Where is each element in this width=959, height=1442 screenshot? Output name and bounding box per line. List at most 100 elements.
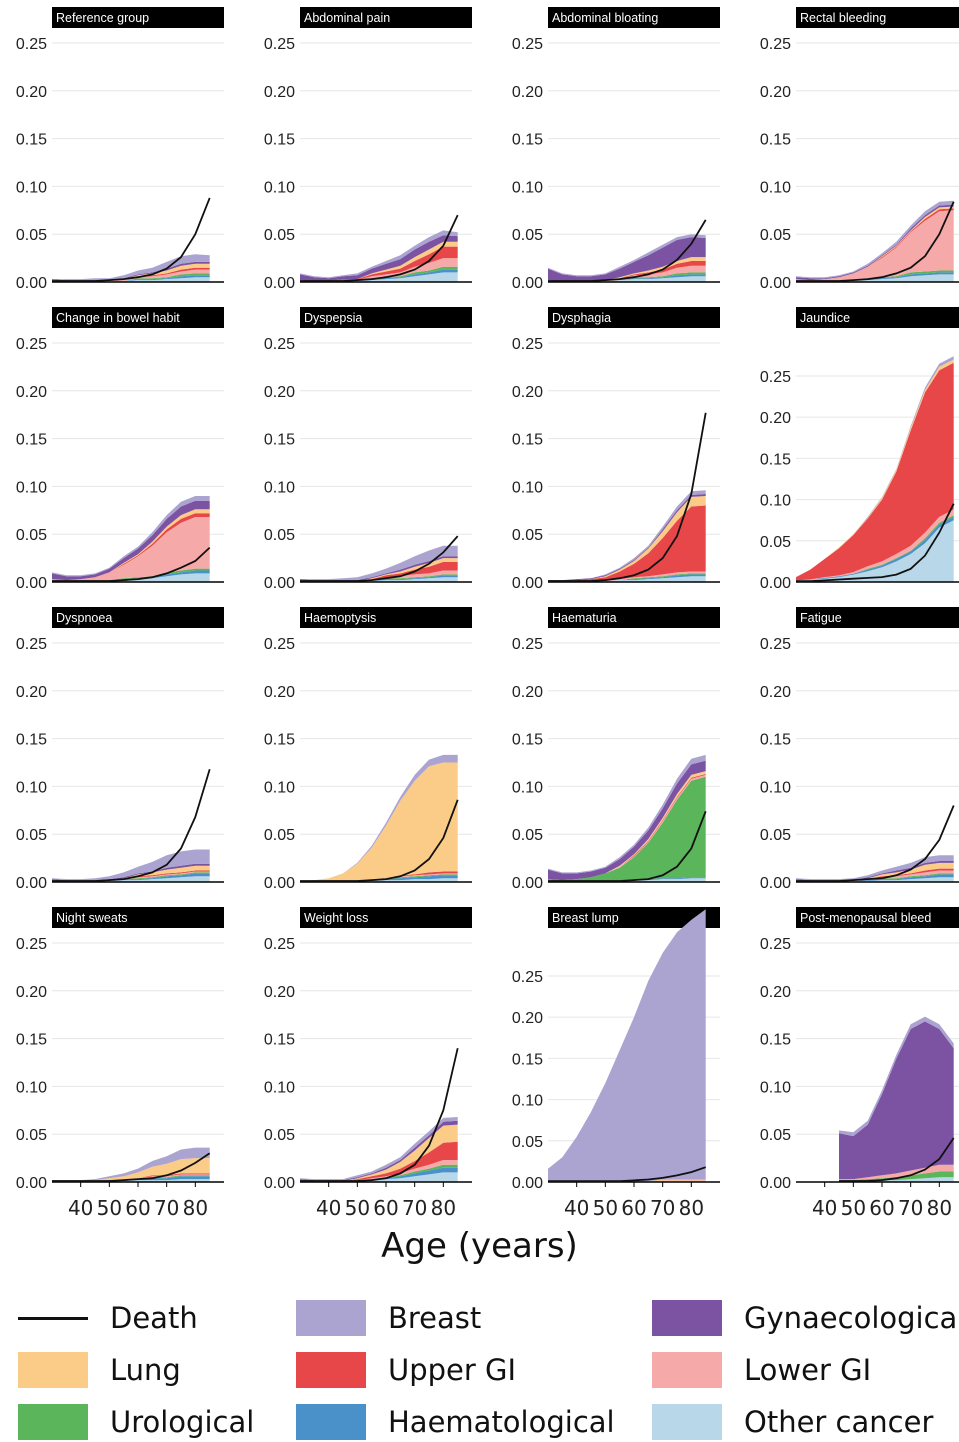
y-tick-label: 0.20 [512,384,543,401]
death-line [548,810,707,882]
y-tick-label: 0.05 [16,527,47,544]
panel-header [52,607,224,628]
area-other-cancer [52,573,210,582]
y-tick-label: 0.10 [760,779,791,796]
panel-title: Rectal bleeding [800,11,886,25]
y-tick-label: 0.10 [264,779,295,796]
area-haematological [52,275,210,281]
panel-title: Dyspnoea [56,611,112,625]
y-tick-label: 0.15 [512,432,543,449]
area-other-cancer [548,576,706,582]
y-tick-label: 0.25 [16,36,47,53]
area-breast [52,1147,210,1181]
area-urological [52,1175,210,1181]
legend-item-breast: Breast [296,1298,481,1338]
death-line [796,201,955,282]
y-tick-label: 0.15 [16,1032,47,1049]
panel-title: Dyspepsia [304,311,362,325]
area-lower-gi [796,509,954,581]
y-tick-label: 0.15 [264,1032,295,1049]
area-other-cancer [796,274,954,282]
x-tick-label: 40 [812,1196,837,1220]
x-tick-label: 70 [898,1196,923,1220]
legend-label: Lower GI [744,1353,872,1387]
area-urological [300,874,458,881]
x-tick-label: 50 [345,1196,370,1220]
y-tick-label: 0.25 [264,336,295,353]
panel-header [548,907,720,928]
y-tick-label: 0.15 [512,132,543,149]
panel-header [300,307,472,328]
y-tick-label: 0.05 [760,827,791,844]
area-haematological [796,272,954,281]
legend-swatch [652,1404,722,1440]
y-tick-label: 0.15 [264,732,295,749]
y-tick-label: 0.00 [512,275,543,292]
death-line [548,219,707,282]
y-tick-label: 0.20 [512,84,543,101]
area-urological [52,872,210,881]
area-upper-gi [548,505,706,581]
y-tick-label: 0.20 [264,984,295,1001]
y-tick-label: 0.25 [512,36,543,53]
y-tick-label: 0.25 [760,636,791,653]
legend-label: Urological [110,1405,255,1439]
panel-change-in-bowel-habit: Change in bowel habit 0.00 0.05 0.10 0.15 0.2… [16,307,224,592]
y-tick-label: 0.25 [760,369,791,386]
panel-header [548,307,720,328]
panel-haemoptysis: Haemoptysis 0.00 0.05 0.10 0.15 0.20 0.25 [264,607,472,892]
y-tick-label: 0.20 [512,1010,543,1027]
x-tick-label: 80 [431,1196,456,1220]
legend-label: Haematological [388,1405,615,1439]
area-breast [548,909,706,1182]
y-tick-label: 0.20 [16,84,47,101]
y-tick-label: 0.10 [264,479,295,496]
area-haematological [300,1167,458,1181]
panel-weight-loss: Weight loss 0.00 0.05 0.10 0.15 0.20 0.25 40 50 6… [264,907,472,1220]
y-tick-label: 0.15 [264,132,295,149]
y-tick-label: 0.05 [16,827,47,844]
x-tick-label: 70 [650,1196,675,1220]
area-lung [548,1179,706,1182]
panel-title: Abdominal pain [304,11,390,25]
y-tick-label: 0.10 [16,479,47,496]
panel-header [300,607,472,628]
area-gynaecological [52,261,210,281]
y-tick-label: 0.25 [16,636,47,653]
area-gynaecological [300,556,458,581]
area-upper-gi [300,246,458,281]
area-lower-gi [52,1174,210,1181]
area-haematological [300,575,458,581]
area-breast [300,545,458,581]
y-tick-label: 0.05 [16,1127,47,1144]
y-tick-label: 0.15 [264,432,295,449]
y-tick-label: 0.05 [264,1127,295,1144]
area-lung [52,865,210,881]
legend-item-lung: Lung [18,1350,181,1390]
legend-swatch [18,1404,88,1440]
y-tick-label: 0.15 [760,132,791,149]
y-tick-label: 0.10 [512,179,543,196]
area-upper-gi [796,868,954,881]
area-urological [548,272,706,281]
x-tick-label: 70 [402,1196,427,1220]
area-gynaecological [548,760,706,881]
y-tick-label: 0.10 [512,779,543,796]
panel-haematuria: Haematuria 0.00 0.05 0.10 0.15 0.20 0.25 [512,607,720,892]
x-tick-label: 60 [373,1196,398,1220]
panel-header [300,7,472,28]
y-tick-label: 0.00 [760,275,791,292]
panel-rectal-bleeding: Rectal bleeding 0.00 0.05 0.10 0.15 0.20 0.25 [760,7,959,292]
legend-label: Gynaecological [744,1301,959,1335]
area-lower-gi [300,1160,458,1181]
area-urological [548,573,706,581]
area-lung [300,762,458,881]
x-tick-label: 50 [593,1196,618,1220]
legend-swatch [18,1352,88,1388]
area-gynaecological [300,235,458,281]
y-tick-label: 0.10 [16,779,47,796]
panel-title: Abdominal bloating [552,11,658,25]
y-tick-label: 0.25 [264,636,295,653]
panel-dysphagia: Dysphagia 0.00 0.05 0.10 0.15 0.20 0.25 [512,307,720,592]
area-urological [548,776,706,881]
